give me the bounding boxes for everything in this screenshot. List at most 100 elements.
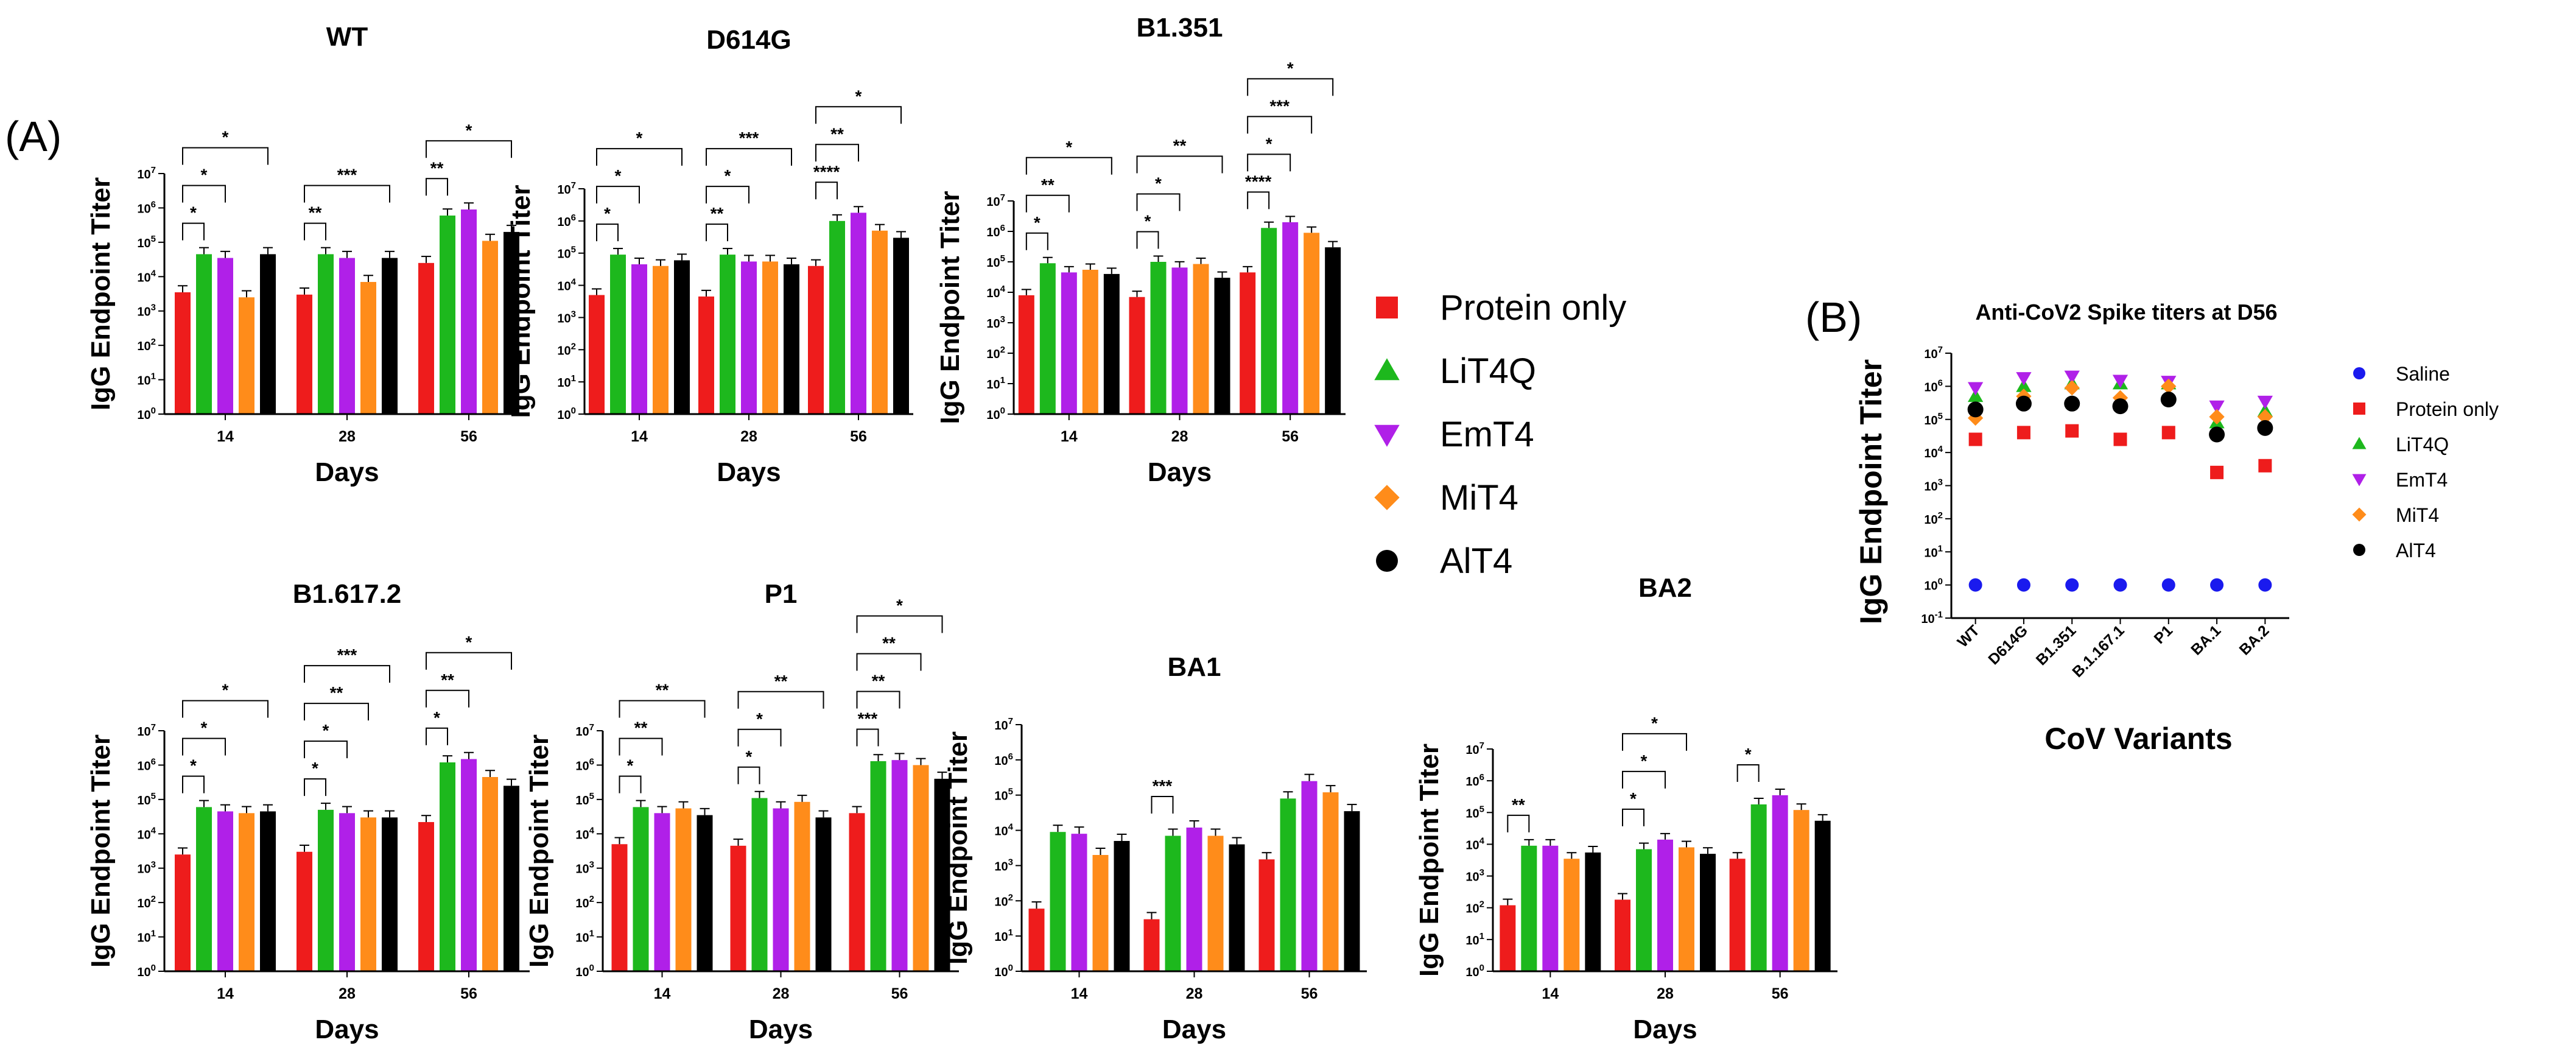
y-tick-label: 105 — [137, 791, 156, 807]
significance-bracket — [304, 185, 390, 203]
significance-bracket — [182, 222, 205, 241]
bar — [1214, 278, 1230, 414]
significance-label: * — [636, 128, 643, 147]
bar — [1240, 272, 1256, 414]
y-tick-label: 107 — [137, 165, 156, 181]
scatter-point — [1968, 578, 1982, 592]
bar — [440, 762, 455, 971]
y-tick-label: 102 — [137, 894, 156, 910]
significance-bracket — [856, 691, 900, 709]
x-tick-label: 28 — [1186, 985, 1203, 1002]
significance-label: * — [725, 166, 731, 185]
bar — [339, 813, 355, 971]
y-axis-title: IgG Endpoint Titer — [943, 731, 973, 965]
bar — [893, 237, 909, 414]
bar — [1500, 905, 1516, 971]
significance-bracket — [1247, 116, 1313, 134]
x-tick-label: 14 — [1542, 985, 1559, 1002]
significance-label: * — [190, 203, 197, 222]
significance-label: * — [222, 128, 229, 147]
significance-label: * — [1287, 58, 1294, 77]
bar — [934, 778, 950, 971]
bar — [829, 220, 845, 414]
y-tick-label: 104 — [994, 822, 1013, 839]
bar — [418, 821, 434, 971]
y-tick-label: 102 — [986, 345, 1005, 361]
y-tick-label: 100 — [137, 406, 156, 422]
significance-bracket — [1507, 814, 1530, 832]
y-tick-label: 105 — [1924, 411, 1943, 427]
bar — [1521, 845, 1537, 971]
x-tick-label: 28 — [740, 428, 757, 445]
significance-label: * — [1630, 789, 1637, 808]
significance-label: * — [1155, 174, 1162, 192]
y-tick-label: 104 — [557, 277, 576, 294]
bar — [482, 776, 498, 971]
bar — [1092, 855, 1109, 971]
bar — [1814, 820, 1831, 971]
significance-label: * — [1065, 138, 1072, 156]
bar — [1018, 295, 1034, 414]
significance-label: * — [1651, 714, 1658, 733]
significance-label: * — [466, 121, 472, 139]
scatter-point — [2257, 395, 2273, 409]
significance-bracket — [856, 615, 943, 633]
legend-b-circle-icon — [2353, 367, 2365, 379]
y-tick-label: 103 — [986, 314, 1005, 331]
bar — [1039, 263, 1056, 414]
significance-bracket — [182, 185, 226, 203]
scatter-point — [2258, 459, 2272, 473]
legend-b-label: LiT4Q — [2396, 434, 2449, 455]
y-tick-label: 100 — [1465, 963, 1484, 979]
scatter-chart: 10-1 100 101 102 103 104 105 106 107 WT D614G B1.35… — [1854, 300, 2499, 756]
bar — [730, 845, 746, 971]
scatter-point — [2016, 426, 2030, 440]
x-axis-title: Days — [717, 457, 781, 487]
significance-bracket — [706, 223, 728, 242]
legend-b-label: Protein only — [2396, 398, 2499, 420]
bar — [675, 808, 692, 971]
significance-label: * — [746, 747, 753, 766]
bar — [751, 798, 768, 971]
scatter-point — [2161, 578, 2175, 592]
significance-bracket — [426, 178, 448, 196]
significance-label: * — [615, 166, 622, 185]
significance-bracket — [815, 144, 859, 162]
bar — [482, 241, 498, 414]
bar — [1282, 222, 1299, 414]
bar — [1563, 859, 1580, 971]
panel-label-b: (B) — [1805, 294, 1862, 341]
y-tick-label: 102 — [1924, 510, 1943, 527]
bar — [1585, 852, 1601, 971]
bar — [1165, 835, 1181, 971]
significance-bracket — [1247, 191, 1270, 209]
significance-bracket — [815, 106, 902, 124]
legend-b-circle-icon — [2353, 544, 2365, 556]
x-tick-label: 28 — [339, 985, 356, 1002]
significance-label: ** — [309, 203, 322, 222]
y-tick-label: 102 — [557, 341, 576, 357]
bar — [1103, 273, 1120, 414]
x-axis-title: CoV Variants — [2044, 722, 2232, 756]
x-tick-label: WT — [1954, 622, 1983, 650]
y-axis-title: IgG Endpoint Titer — [1414, 744, 1444, 977]
scatter-point — [2016, 372, 2032, 386]
significance-label: * — [896, 596, 903, 614]
bar — [1679, 847, 1694, 971]
y-tick-label: 100 — [986, 406, 1005, 422]
y-tick-label: 106 — [1465, 772, 1484, 789]
bar — [1028, 909, 1045, 971]
legend-square-icon — [1376, 297, 1398, 318]
significance-bracket — [1151, 795, 1174, 814]
x-tick-label: B1.351 — [2033, 622, 2080, 669]
significance-bracket — [182, 147, 268, 165]
legend-circle-icon — [1376, 550, 1398, 572]
y-tick-label: 106 — [1924, 378, 1943, 394]
significance-label: ** — [1041, 175, 1055, 194]
significance-label: * — [201, 166, 208, 185]
bar — [1114, 840, 1130, 971]
chart-title: P1 — [765, 579, 798, 609]
bar — [239, 297, 254, 414]
y-axis-title: IgG Endpoint Titer — [524, 734, 554, 968]
